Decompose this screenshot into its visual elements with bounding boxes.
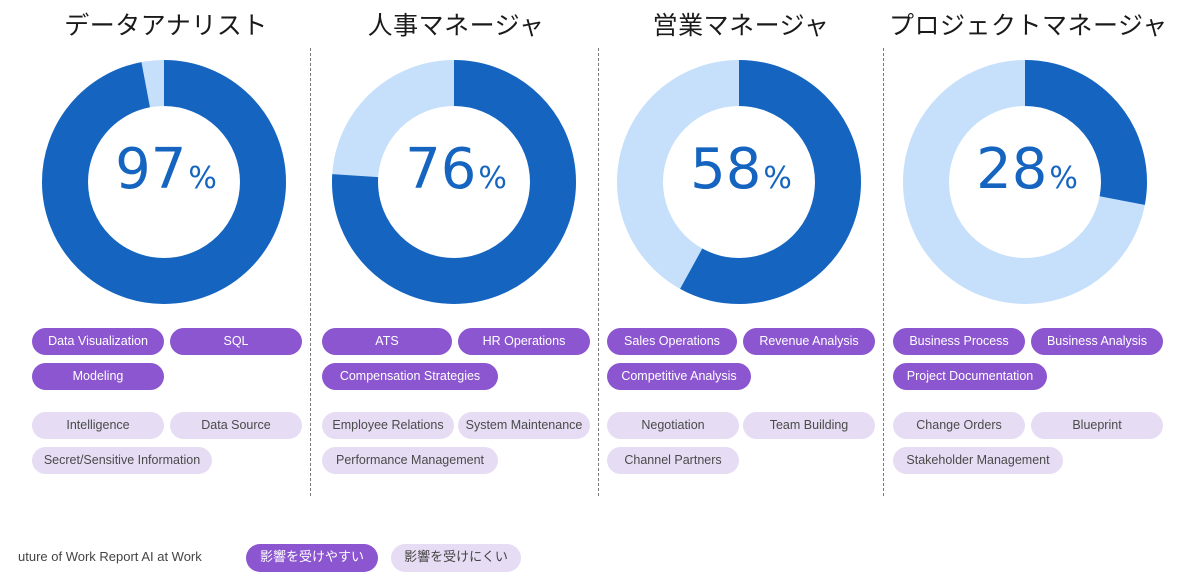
- skill-tag-high: SQL: [170, 328, 302, 355]
- skill-tag-high: Competitive Analysis: [607, 363, 751, 390]
- skill-tag-low: Intelligence: [32, 412, 164, 439]
- donut-panel: プロジェクトマネージャ 28% Business Process Business A…: [889, 0, 1168, 500]
- skill-tag-high: ATS: [322, 328, 452, 355]
- donut-chart: [617, 60, 861, 304]
- percentage-unit: %: [478, 161, 507, 196]
- skill-tag-high: Revenue Analysis: [743, 328, 875, 355]
- donut-chart: [42, 60, 286, 304]
- percentage-label: 76%: [318, 142, 594, 198]
- skill-tag-low: Employee Relations: [322, 412, 454, 439]
- panel-divider: [598, 48, 599, 496]
- legend-low-impact: 影響を受けにくい: [391, 544, 521, 572]
- skill-tag-low: Performance Management: [322, 447, 498, 474]
- donut-panel: 人事マネージャ 76% ATS HR Operations Compensation S…: [318, 0, 594, 500]
- skill-tag-high: Data Visualization: [32, 328, 164, 355]
- donut-chart: [903, 60, 1147, 304]
- skill-tag-high: Business Process: [893, 328, 1025, 355]
- skill-tag-low: Team Building: [743, 412, 875, 439]
- percentage-value: 97: [115, 137, 187, 202]
- skill-tag-high: Project Documentation: [893, 363, 1047, 390]
- skill-tag-low: Stakeholder Management: [893, 447, 1063, 474]
- donut-panel: データアナリスト 97% Data Visualization SQL Modeling…: [28, 0, 304, 500]
- percentage-value: 58: [690, 137, 762, 202]
- percentage-value: 76: [405, 137, 477, 202]
- donut-value-slice: [42, 60, 286, 304]
- skill-tag-high: HR Operations: [458, 328, 590, 355]
- chart-title: データアナリスト: [64, 11, 268, 40]
- skill-tag-low: Channel Partners: [607, 447, 739, 474]
- skill-tag-high: Sales Operations: [607, 328, 737, 355]
- percentage-unit: %: [1049, 161, 1078, 196]
- percentage-unit: %: [763, 161, 792, 196]
- skill-tag-high: Compensation Strategies: [322, 363, 498, 390]
- chart-title: プロジェクトマネージャ: [889, 11, 1168, 40]
- donut-panel: 営業マネージャ 58% Sales Operations Revenue Analys…: [603, 0, 879, 500]
- percentage-label: 28%: [889, 142, 1165, 198]
- chart-title: 営業マネージャ: [652, 11, 830, 40]
- percentage-value: 28: [976, 137, 1048, 202]
- skill-tag-high: Business Analysis: [1031, 328, 1163, 355]
- skill-tag-low: Change Orders: [893, 412, 1025, 439]
- skill-tag-low: Data Source: [170, 412, 302, 439]
- percentage-label: 97%: [28, 142, 304, 198]
- skill-tag-low: System Maintenance: [458, 412, 590, 439]
- percentage-label: 58%: [603, 142, 879, 198]
- skill-tag-high: Modeling: [32, 363, 164, 390]
- skill-tag-low: Negotiation: [607, 412, 739, 439]
- panel-divider: [310, 48, 311, 496]
- chart-title: 人事マネージャ: [367, 11, 545, 40]
- panel-divider: [883, 48, 884, 496]
- percentage-unit: %: [188, 161, 217, 196]
- donut-chart: [332, 60, 576, 304]
- donut-value-slice: [332, 60, 576, 304]
- donut-value-slice: [903, 60, 1147, 304]
- source-note: uture of Work Report AI at Work: [18, 549, 202, 564]
- legend-high-impact: 影響を受けやすい: [246, 544, 378, 572]
- skill-tag-low: Secret/Sensitive Information: [32, 447, 212, 474]
- skill-tag-low: Blueprint: [1031, 412, 1163, 439]
- donut-value-slice: [617, 60, 861, 304]
